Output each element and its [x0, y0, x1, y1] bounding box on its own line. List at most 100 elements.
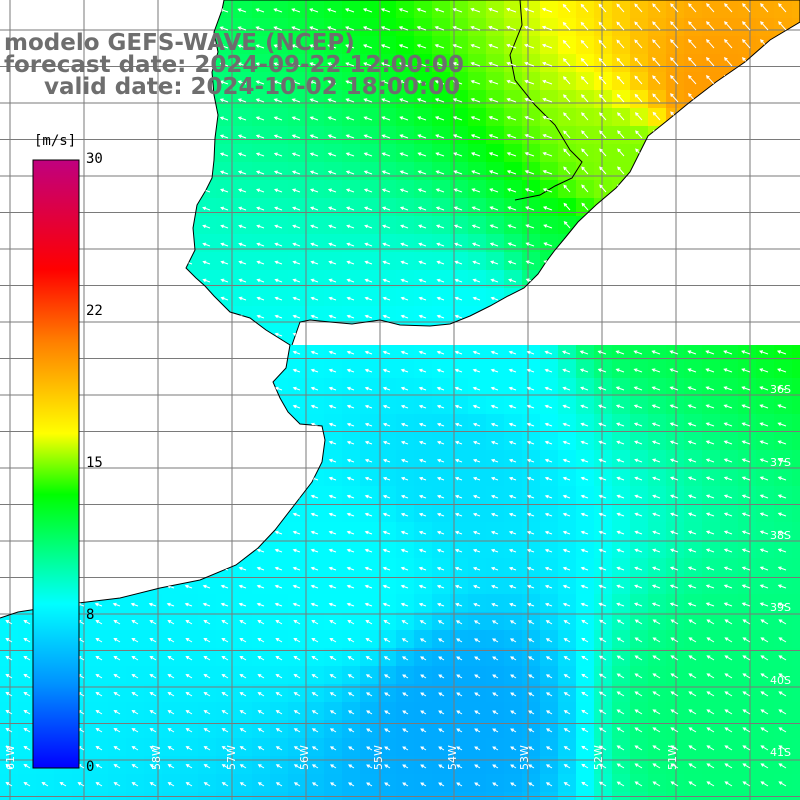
field-cell [738, 630, 757, 649]
wind-arrow [292, 404, 301, 409]
field-cell [108, 684, 127, 703]
wind-arrow [130, 260, 139, 265]
field-cell [648, 360, 667, 379]
field-cell [702, 342, 721, 361]
field-cell [270, 450, 289, 469]
field-cell [198, 414, 217, 433]
wind-arrow [167, 764, 175, 769]
field-cell [684, 144, 703, 163]
field-cell [126, 720, 145, 739]
field-cell [792, 756, 800, 775]
wind-arrow [95, 692, 103, 697]
wind-arrow [563, 764, 571, 769]
field-cell [792, 540, 800, 559]
wind-arrow [256, 278, 265, 283]
field-cell [738, 324, 757, 343]
wind-arrow [292, 476, 301, 481]
wind-arrow [510, 728, 517, 733]
wind-arrow [382, 458, 391, 463]
field-cell [288, 612, 307, 631]
field-cell [414, 270, 433, 289]
wind-arrow [274, 242, 283, 247]
wind-arrow [761, 274, 769, 283]
wind-arrow [707, 274, 715, 283]
field-cell [216, 648, 235, 667]
wind-arrow [202, 296, 211, 301]
field-cell [252, 198, 271, 217]
wind-arrow [365, 674, 373, 679]
field-cell [522, 252, 541, 271]
wind-arrow [616, 673, 625, 679]
wind-arrow [291, 170, 301, 175]
wind-arrow [94, 512, 103, 517]
wind-arrow [760, 238, 769, 247]
wind-arrow [5, 692, 13, 697]
field-cell [774, 144, 793, 163]
field-cell [126, 558, 145, 577]
wind-arrow [5, 728, 13, 733]
wind-arrow [274, 278, 283, 283]
wind-arrow [255, 98, 265, 103]
wind-arrow [509, 638, 517, 643]
field-cell [450, 432, 469, 451]
field-cell [486, 540, 505, 559]
wind-arrow [364, 368, 373, 373]
wind-arrow [454, 386, 463, 391]
wind-arrow [760, 745, 769, 751]
wind-arrow [112, 350, 121, 355]
wind-arrow [238, 584, 247, 589]
wind-arrow [346, 602, 355, 607]
field-cell [576, 234, 595, 253]
wind-arrow [653, 256, 661, 265]
field-cell [792, 234, 800, 253]
field-cell [540, 162, 559, 181]
wind-arrow [506, 170, 517, 175]
field-cell [198, 648, 217, 667]
wind-arrow [364, 548, 373, 553]
wind-arrow [488, 134, 499, 139]
lon-label: 54W [446, 745, 459, 770]
field-cell [162, 234, 181, 253]
wind-arrow [148, 278, 157, 283]
wind-arrow [329, 728, 337, 733]
wind-arrow [634, 691, 643, 697]
wind-arrow [22, 368, 31, 373]
wind-arrow [723, 566, 733, 571]
field-cell [90, 216, 109, 235]
field-cell [342, 540, 361, 559]
wind-arrow [436, 494, 445, 499]
field-cell [414, 306, 433, 325]
wind-arrow [363, 62, 373, 67]
wind-arrow [400, 548, 409, 553]
wind-arrow [238, 278, 247, 283]
field-cell [504, 540, 523, 559]
field-cell [450, 144, 469, 163]
wind-arrow [328, 566, 337, 571]
wind-arrow [112, 476, 121, 481]
wind-arrow [167, 710, 175, 715]
wind-arrow [255, 152, 265, 157]
wind-arrow [543, 314, 553, 319]
field-cell [594, 468, 613, 487]
field-cell [198, 360, 217, 379]
wind-arrow [22, 260, 31, 265]
field-cell [396, 162, 415, 181]
wind-arrow [416, 62, 427, 67]
field-cell [234, 414, 253, 433]
field-cell [504, 162, 523, 181]
wind-arrow [725, 256, 733, 265]
wind-arrow [687, 566, 697, 571]
field-cell [576, 702, 595, 721]
wind-arrow [723, 75, 733, 85]
field-cell [702, 180, 721, 199]
field-cell [522, 450, 541, 469]
wind-arrow [724, 709, 733, 715]
wind-arrow [508, 458, 517, 463]
field-cell [306, 504, 325, 523]
wind-arrow [418, 512, 427, 517]
field-cell [180, 414, 199, 433]
wind-arrow [77, 782, 85, 787]
wind-arrow [130, 476, 139, 481]
wind-arrow [760, 93, 769, 103]
field-cell [648, 738, 667, 757]
